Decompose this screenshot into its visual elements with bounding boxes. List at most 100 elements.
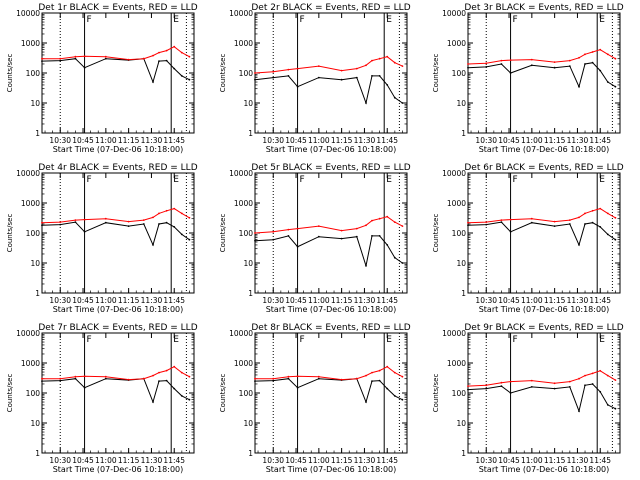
events-point [41, 380, 43, 382]
events-point [568, 65, 571, 67]
x-tick-label: 10:30 [262, 136, 284, 145]
lld-point [614, 57, 617, 60]
y-tick-label: 100 [26, 69, 41, 78]
x-axis-label: Start Time (07-Dec-06 10:18:00) [266, 145, 397, 154]
lld-point [41, 57, 43, 60]
y-tick-label: 10000 [442, 329, 466, 338]
x-tick-label: 11:00 [521, 296, 543, 305]
y-tick-label: 100 [239, 229, 254, 238]
events-series-line [41, 221, 190, 247]
lld-point [296, 227, 299, 230]
y-tick-label: 1 [461, 129, 466, 138]
marker-label: F [300, 175, 305, 185]
lld-point [614, 379, 617, 381]
lld-point [296, 67, 299, 70]
y-tick-label: 10 [30, 419, 40, 428]
y-axis-label: Counts/sec [219, 374, 227, 413]
panel-title: Det 1r BLACK = Events, RED = LLD [38, 3, 197, 13]
y-tick-label: 10000 [229, 169, 253, 178]
lld-point [509, 218, 512, 221]
lld-point [180, 212, 183, 215]
x-tick-label: 10:45 [285, 296, 307, 305]
y-tick-label: 1000 [21, 359, 40, 368]
y-tick-label: 1000 [234, 39, 253, 48]
marker-label: E [386, 15, 392, 25]
x-tick-label: 10:30 [262, 296, 284, 305]
lld-point [500, 381, 503, 384]
y-tick-label: 1000 [447, 39, 466, 48]
lld-point [173, 207, 176, 210]
events-point [393, 256, 396, 259]
lld-point [104, 375, 107, 378]
lld-point [553, 220, 556, 223]
y-tick-label: 1000 [447, 359, 466, 368]
events-point [485, 387, 488, 390]
events-point [173, 226, 176, 228]
lld-point [188, 55, 191, 58]
y-tick-label: 1 [248, 129, 253, 138]
lld-point [386, 215, 389, 218]
x-tick-label: 10:45 [285, 456, 307, 465]
y-tick-label: 10 [30, 259, 40, 268]
events-point [296, 245, 299, 248]
events-point [553, 387, 556, 390]
x-tick-label: 11:15 [544, 456, 566, 465]
events-point [467, 224, 469, 227]
x-tick-label: 11:15 [544, 296, 566, 305]
y-tick-label: 10000 [229, 329, 253, 338]
x-tick-label: 11:00 [521, 456, 543, 465]
events-point [59, 379, 62, 382]
lld-point [340, 229, 343, 232]
panel-title: Det 2r BLACK = Events, RED = LLD [251, 3, 410, 13]
lld-point [272, 70, 275, 73]
y-tick-label: 10000 [442, 9, 466, 18]
lld-point [378, 369, 381, 372]
events-point [606, 81, 609, 83]
events-series-line [254, 75, 403, 105]
y-tick-label: 1 [248, 449, 253, 458]
x-tick-label: 11:15 [331, 296, 353, 305]
events-point [173, 387, 176, 390]
x-tick-label: 11:45 [589, 136, 611, 145]
y-tick-label: 10 [243, 259, 253, 268]
lld-point [378, 217, 381, 220]
lld-point [591, 51, 594, 53]
x-tick-label: 11:15 [544, 136, 566, 145]
marker-label: F [87, 335, 92, 345]
lld-point [287, 375, 290, 378]
x-tick-label: 11:45 [163, 456, 185, 465]
events-point [386, 84, 389, 86]
events-point [142, 223, 145, 225]
y-tick-label: 100 [452, 229, 467, 238]
x-tick-label: 11:15 [118, 136, 140, 145]
events-point [584, 223, 586, 225]
lld-point [467, 221, 469, 224]
events-point [584, 384, 586, 387]
x-tick-label: 10:30 [475, 136, 497, 145]
lld-point [485, 62, 488, 65]
events-point [83, 386, 86, 389]
lld-point [401, 375, 404, 378]
x-tick-label: 11:15 [331, 456, 353, 465]
lld-point [59, 57, 62, 60]
x-tick-label: 11:30 [567, 456, 589, 465]
lld-point [74, 219, 77, 222]
lld-point [606, 374, 609, 377]
events-point [401, 262, 404, 264]
lld-point [591, 209, 594, 212]
lld-point [393, 61, 396, 64]
panel-det-3: Det 3r BLACK = Events, RED = LLD 1 10 100 10… [432, 3, 624, 154]
y-tick-label: 100 [26, 229, 41, 238]
lld-point [584, 53, 586, 56]
lld-point [606, 212, 609, 215]
panel-title: Det 5r BLACK = Events, RED = LLD [251, 163, 410, 173]
marker-label: E [599, 175, 605, 185]
x-tick-label: 11:45 [376, 456, 398, 465]
lld-point [287, 68, 290, 71]
y-tick-label: 1000 [21, 199, 40, 208]
lld-point [41, 377, 43, 380]
x-tick-label: 11:30 [567, 136, 589, 145]
x-tick-label: 11:15 [118, 456, 140, 465]
marker-label: E [386, 335, 392, 345]
